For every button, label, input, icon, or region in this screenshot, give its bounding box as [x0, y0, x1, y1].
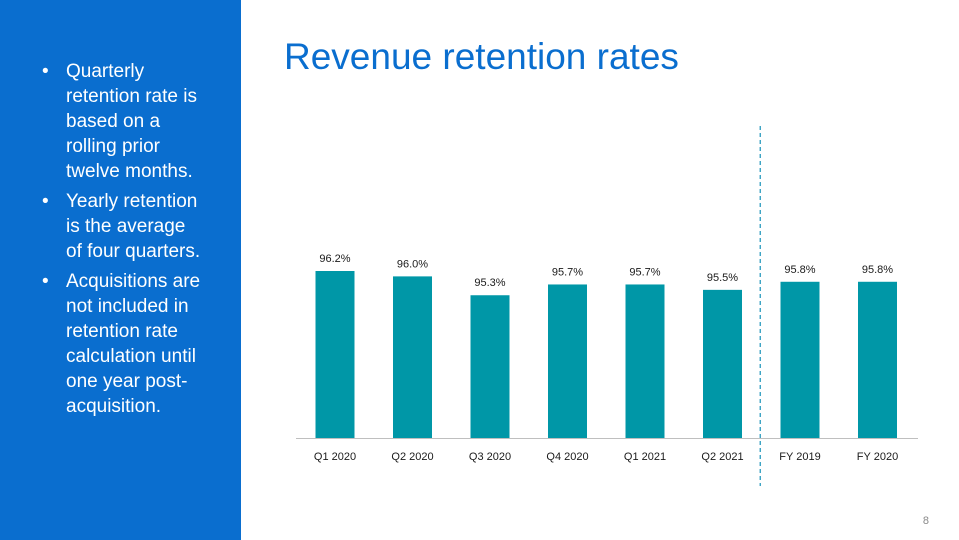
x-tick-label: Q1 2021 — [624, 451, 666, 463]
bar-q1-2021 — [625, 284, 665, 438]
data-label: 96.0% — [397, 258, 428, 270]
bullet-dot: • — [42, 271, 49, 292]
slide-title: Revenue retention rates — [284, 36, 679, 77]
bar-q4-2020 — [548, 284, 587, 438]
x-tick-label: Q2 2020 — [391, 451, 433, 463]
bar-q1-2020 — [315, 271, 355, 438]
page-number: 8 — [922, 515, 929, 527]
x-tick-label: FY 2020 — [857, 451, 898, 463]
data-label: 95.5% — [707, 272, 738, 284]
data-label: 95.3% — [474, 277, 505, 289]
bar-q3-2020 — [470, 295, 510, 438]
bullet-item: • Yearly retention is the average of four… — [42, 189, 202, 264]
x-tick-label: Q1 2020 — [314, 451, 356, 463]
x-tick-label: Q4 2020 — [546, 451, 588, 463]
bar-fy-2019 — [780, 281, 820, 438]
bullet-list: • Quarterly retention rate is based on a … — [42, 59, 202, 424]
data-label: 96.2% — [319, 253, 350, 265]
bullet-item: • Acquisitions are not included in retent… — [42, 269, 202, 419]
bar-q2-2020 — [393, 276, 432, 438]
data-label: 95.7% — [552, 266, 583, 278]
bar-fy-2020 — [858, 281, 897, 438]
bullet-item: • Quarterly retention rate is based on a … — [42, 59, 202, 184]
sidebar-panel: • Quarterly retention rate is based on a … — [0, 0, 241, 540]
bullet-dot: • — [42, 191, 49, 212]
x-tick-label: FY 2019 — [779, 451, 820, 463]
bullet-dot: • — [42, 61, 49, 82]
bar-q2-2021 — [703, 289, 742, 438]
data-label: 95.8% — [862, 264, 893, 276]
data-label: 95.8% — [784, 264, 815, 276]
bullet-text: Acquisitions are not included in retenti… — [66, 271, 201, 417]
x-tick-label: Q3 2020 — [469, 451, 511, 463]
bullet-text: Yearly retention is the average of four … — [66, 191, 201, 262]
x-tick-label: Q2 2021 — [701, 451, 743, 463]
bullet-text: Quarterly retention rate is based on a r… — [66, 61, 197, 182]
data-label: 95.7% — [629, 266, 660, 278]
